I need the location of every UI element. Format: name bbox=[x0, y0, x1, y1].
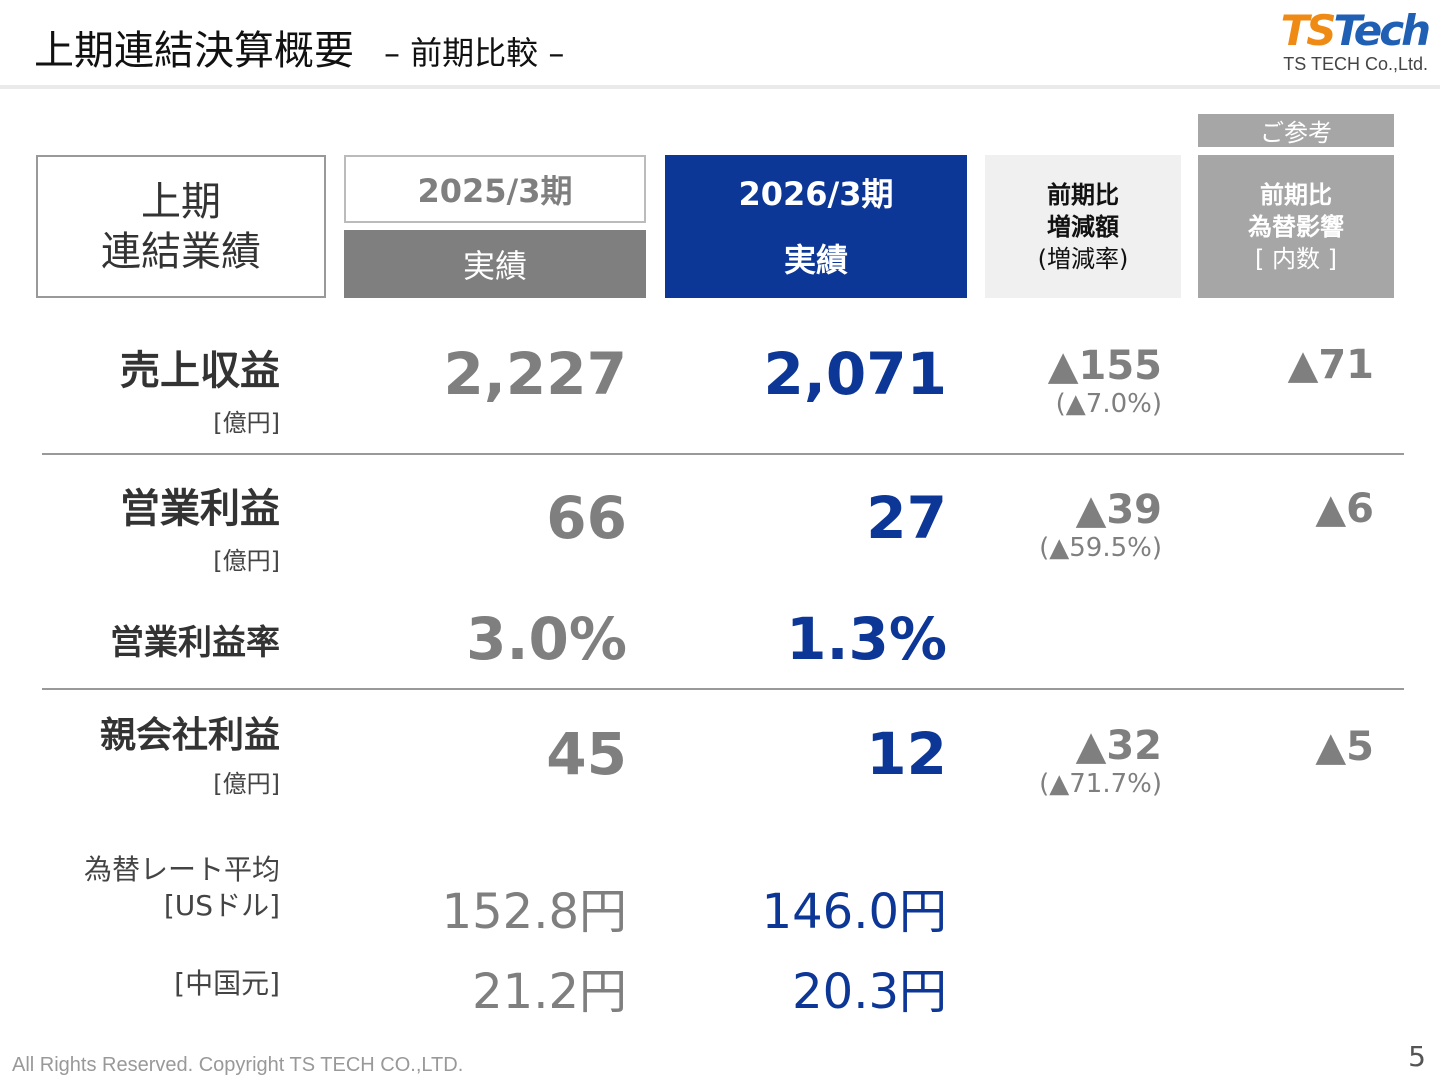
cny-prev: 21.2円 bbox=[472, 964, 627, 1020]
prev-year-header: 2025/3期 bbox=[344, 155, 646, 223]
curr-year-header: 2026/3期 実績 bbox=[665, 155, 967, 298]
change-pct: (▲7.0%) bbox=[1055, 389, 1162, 419]
fx-label-text: 為替レート平均 bbox=[83, 853, 280, 886]
usd-curr: 146.0円 bbox=[761, 884, 947, 940]
change-amount: ▲155 bbox=[1047, 343, 1162, 389]
op-income-curr: 27 bbox=[866, 484, 947, 552]
op-margin-prev: 3.0% bbox=[466, 605, 627, 673]
unit-text: [億円] bbox=[213, 409, 280, 437]
unit-text: [億円] bbox=[213, 547, 280, 575]
change-amount: ▲32 bbox=[1075, 723, 1162, 769]
row-divider bbox=[42, 453, 1404, 455]
prev-actual-header: 実績 bbox=[344, 230, 646, 298]
row-label-op-income: 営業利益 [億円] bbox=[120, 483, 280, 587]
copyright: All Rights Reserved. Copyright TS TECH C… bbox=[12, 1054, 464, 1076]
change-h1: 前期比 bbox=[1047, 180, 1119, 209]
reference-tag: ご参考 bbox=[1198, 114, 1394, 147]
change-amount: ▲39 bbox=[1075, 487, 1162, 533]
page-number: 5 bbox=[1408, 1040, 1426, 1073]
op-margin-curr: 1.3% bbox=[786, 605, 947, 673]
change-pct: (▲59.5%) bbox=[1039, 533, 1162, 563]
header-divider bbox=[0, 85, 1440, 89]
cny-curr: 20.3円 bbox=[792, 964, 947, 1020]
fx-h2: 為替影響 bbox=[1248, 212, 1344, 241]
usd-label: [USドル] bbox=[163, 889, 280, 922]
usd-prev: 152.8円 bbox=[441, 884, 627, 940]
label-text: 親会社利益 bbox=[99, 715, 280, 756]
row-label-op-margin: 営業利益率 bbox=[110, 623, 280, 663]
page-subtitle: – 前期比較 – bbox=[384, 34, 565, 72]
row-label-revenue: 売上収益 [億円] bbox=[120, 345, 280, 449]
net-income-fx: ▲5 bbox=[1315, 724, 1374, 770]
change-h2: 増減額 bbox=[1047, 212, 1119, 241]
fx-impact-header: 前期比 為替影響 [ 内数 ] bbox=[1198, 155, 1394, 298]
curr-year-label: 2026/3期 bbox=[738, 174, 894, 213]
change-pct: (▲71.7%) bbox=[1039, 769, 1162, 799]
label-line2: 連結業績 bbox=[101, 228, 261, 275]
revenue-prev: 2,227 bbox=[443, 340, 627, 408]
change-h3: (増減率) bbox=[1037, 244, 1129, 273]
row-divider bbox=[42, 688, 1404, 690]
revenue-curr: 2,071 bbox=[763, 340, 947, 408]
curr-actual-label: 実績 bbox=[783, 240, 848, 279]
page-title: 上期連結決算概要 – 前期比較 – bbox=[34, 18, 564, 76]
logo-mark: TSTech bbox=[1280, 6, 1431, 55]
company-name: TS TECH Co.,Ltd. bbox=[1283, 54, 1428, 74]
fx-h3: [ 内数 ] bbox=[1255, 244, 1337, 273]
net-income-curr: 12 bbox=[866, 720, 947, 788]
unit-text: [億円] bbox=[213, 770, 280, 798]
op-income-prev: 66 bbox=[546, 484, 627, 552]
fx-h1: 前期比 bbox=[1260, 180, 1332, 209]
label-line1: 上期 bbox=[141, 178, 221, 225]
change-header: 前期比 増減額 (増減率) bbox=[985, 155, 1181, 298]
revenue-change: ▲155 (▲7.0%) bbox=[1048, 344, 1162, 420]
company-logo: TSTech TS TECH Co.,Ltd. bbox=[1268, 6, 1431, 75]
label-text: 売上収益 bbox=[120, 348, 280, 394]
label-text: 営業利益 bbox=[120, 486, 280, 532]
op-income-fx: ▲6 bbox=[1315, 486, 1374, 532]
cny-label: [中国元] bbox=[174, 967, 280, 1000]
net-income-prev: 45 bbox=[546, 720, 627, 788]
op-income-change: ▲39 (▲59.5%) bbox=[1039, 488, 1162, 564]
net-income-change: ▲32 (▲71.7%) bbox=[1039, 724, 1162, 800]
row-label-net-income: 親会社利益 [億円] bbox=[100, 712, 280, 808]
revenue-fx: ▲71 bbox=[1287, 342, 1374, 388]
title-text: 上期連結決算概要 bbox=[34, 28, 354, 74]
fx-rate-label: 為替レート平均 [USドル] bbox=[84, 852, 280, 924]
header-label-box: 上期 連結業績 bbox=[36, 155, 326, 298]
